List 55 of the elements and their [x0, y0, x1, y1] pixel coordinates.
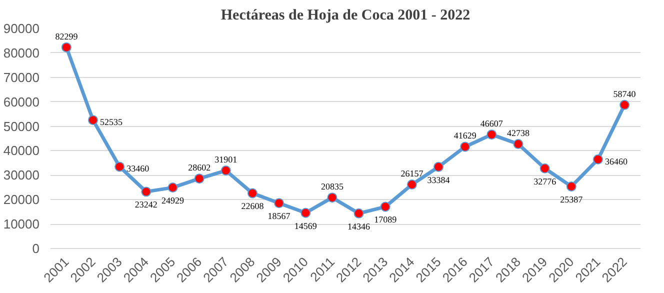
point: [300, 208, 311, 218]
point: [566, 181, 576, 192]
y-tick-label: 70000: [3, 70, 40, 85]
data-label: 24929: [162, 196, 184, 206]
data-label: 23242: [134, 200, 158, 210]
point: [114, 162, 125, 172]
point: [540, 163, 550, 174]
point: [513, 139, 524, 150]
data-label: 58740: [613, 88, 636, 99]
data-label: 26157: [400, 168, 424, 179]
point: [274, 198, 284, 208]
data-label: 82299: [55, 31, 78, 42]
point: [247, 188, 258, 198]
y-tick-label: 80000: [3, 45, 40, 60]
point: [434, 162, 444, 172]
data-label: 14346: [348, 221, 371, 232]
y-tick-label: 90000: [3, 21, 40, 36]
data-label: 14569: [294, 220, 318, 231]
point: [460, 142, 470, 152]
data-label: 52535: [100, 117, 124, 128]
chart-title: Hectáreas de Hoja de Coca 2001 - 2022: [220, 8, 470, 24]
y-tick-label: 50000: [3, 118, 40, 134]
data-label: 22608: [241, 201, 264, 212]
data-label: 25387: [560, 194, 584, 204]
data-label: 46607: [480, 118, 504, 129]
point: [61, 42, 72, 52]
point: [194, 174, 204, 184]
y-tick-label: 40000: [3, 143, 40, 158]
data-label: 42738: [507, 128, 530, 138]
point: [380, 202, 390, 212]
y-tick-label: 0: [32, 241, 40, 256]
data-label: 33460: [126, 164, 150, 174]
data-label: 17089: [374, 214, 398, 225]
y-tick-label: 10000: [3, 216, 40, 232]
point: [406, 180, 417, 190]
y-tick-label: 30000: [3, 168, 40, 183]
data-label: 41629: [454, 130, 477, 141]
data-label: 31901: [214, 154, 238, 165]
point: [327, 192, 338, 203]
data-label: 33384: [427, 174, 450, 185]
data-label: 18567: [268, 211, 291, 222]
data-label: 28602: [188, 162, 211, 173]
data-label: 32776: [534, 176, 557, 186]
point: [620, 100, 630, 110]
data-label: 20835: [320, 182, 344, 192]
point: [486, 130, 497, 140]
point: [592, 154, 603, 164]
point: [220, 166, 231, 176]
point: [168, 182, 178, 193]
data-label: 36460: [604, 156, 628, 166]
y-tick-label: 20000: [3, 192, 40, 208]
point: [354, 208, 364, 218]
point: [141, 186, 152, 197]
point: [88, 115, 98, 126]
y-tick-label: 60000: [3, 94, 40, 110]
